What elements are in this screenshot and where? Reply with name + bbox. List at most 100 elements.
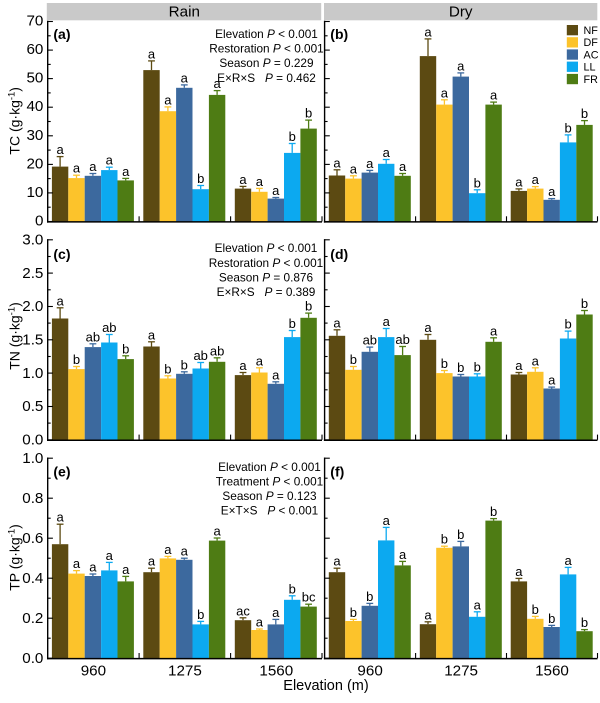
svg-text:a: a bbox=[548, 373, 556, 388]
svg-text:2.5: 2.5 bbox=[22, 265, 43, 282]
svg-text:a: a bbox=[515, 358, 523, 373]
svg-text:b: b bbox=[350, 605, 357, 620]
svg-text:1275: 1275 bbox=[168, 663, 202, 680]
svg-text:bc: bc bbox=[302, 590, 316, 605]
svg-text:b: b bbox=[366, 589, 373, 604]
svg-text:b: b bbox=[474, 175, 481, 190]
svg-text:b: b bbox=[441, 532, 448, 547]
svg-text:10: 10 bbox=[26, 184, 43, 201]
svg-text:a: a bbox=[424, 24, 432, 39]
svg-text:a: a bbox=[383, 513, 391, 528]
svg-text:a: a bbox=[256, 353, 264, 368]
svg-text:b: b bbox=[457, 360, 464, 375]
svg-text:a: a bbox=[239, 172, 247, 187]
svg-text:Season P = 0.229: Season P = 0.229 bbox=[219, 56, 313, 70]
svg-text:a: a bbox=[383, 145, 391, 160]
svg-text:Elevation (m): Elevation (m) bbox=[283, 678, 368, 694]
svg-text:b: b bbox=[305, 299, 312, 314]
svg-text:b: b bbox=[581, 106, 588, 121]
svg-text:0: 0 bbox=[35, 213, 43, 230]
svg-text:60: 60 bbox=[26, 41, 43, 58]
svg-text:a: a bbox=[106, 548, 114, 563]
svg-text:Treatment P < 0.001: Treatment P < 0.001 bbox=[216, 474, 323, 488]
svg-text:b: b bbox=[548, 611, 555, 626]
svg-text:a: a bbox=[122, 164, 130, 179]
svg-text:(c): (c) bbox=[53, 246, 70, 262]
svg-text:1560: 1560 bbox=[259, 663, 293, 680]
svg-text:a: a bbox=[333, 554, 341, 569]
svg-text:a: a bbox=[181, 70, 189, 85]
svg-text:TC (g·kg-1): TC (g·kg-1) bbox=[6, 87, 22, 155]
svg-text:a: a bbox=[56, 142, 64, 157]
svg-text:DF: DF bbox=[584, 37, 599, 49]
svg-text:ab: ab bbox=[210, 343, 224, 358]
svg-text:a: a bbox=[564, 553, 572, 568]
svg-text:a: a bbox=[148, 327, 156, 342]
svg-text:a: a bbox=[490, 323, 498, 338]
svg-text:TP (g·kg-1): TP (g·kg-1) bbox=[6, 524, 22, 591]
svg-text:b: b bbox=[457, 527, 464, 542]
svg-text:b: b bbox=[350, 352, 357, 367]
svg-text:(d): (d) bbox=[330, 246, 348, 262]
svg-text:b: b bbox=[564, 317, 571, 332]
svg-text:a: a bbox=[548, 184, 556, 199]
svg-text:b: b bbox=[197, 171, 204, 186]
svg-text:Restoration P < 0.001: Restoration P < 0.001 bbox=[209, 256, 323, 270]
svg-text:0.0: 0.0 bbox=[22, 650, 43, 667]
svg-text:Rain: Rain bbox=[169, 4, 200, 21]
svg-text:a: a bbox=[213, 76, 221, 91]
svg-text:a: a bbox=[213, 524, 221, 539]
svg-text:b: b bbox=[197, 607, 204, 622]
svg-text:a: a bbox=[350, 161, 358, 176]
svg-text:960: 960 bbox=[357, 663, 382, 680]
svg-text:b: b bbox=[73, 352, 80, 367]
svg-text:a: a bbox=[333, 315, 341, 330]
svg-text:0.8: 0.8 bbox=[22, 490, 43, 507]
svg-text:b: b bbox=[164, 361, 171, 376]
svg-text:a: a bbox=[515, 564, 523, 579]
svg-text:Dry: Dry bbox=[449, 4, 473, 21]
svg-text:ab: ab bbox=[86, 329, 100, 344]
svg-text:TN (g·kg-1): TN (g·kg-1) bbox=[6, 302, 22, 370]
svg-text:a: a bbox=[474, 597, 482, 612]
svg-text:(a): (a) bbox=[53, 26, 70, 42]
svg-text:b: b bbox=[181, 357, 188, 372]
svg-text:a: a bbox=[490, 88, 498, 103]
svg-text:a: a bbox=[515, 174, 523, 189]
svg-text:a: a bbox=[272, 367, 280, 382]
svg-text:a: a bbox=[272, 605, 280, 620]
svg-text:(e): (e) bbox=[53, 463, 70, 479]
svg-text:b: b bbox=[474, 359, 481, 374]
svg-text:0.6: 0.6 bbox=[22, 530, 43, 547]
svg-text:a: a bbox=[366, 156, 374, 171]
svg-text:Elevation P < 0.001: Elevation P < 0.001 bbox=[218, 460, 321, 474]
svg-text:3.0: 3.0 bbox=[22, 232, 43, 249]
svg-text:a: a bbox=[73, 556, 81, 571]
svg-text:40: 40 bbox=[26, 98, 43, 115]
svg-text:a: a bbox=[256, 615, 264, 630]
svg-text:a: a bbox=[457, 58, 465, 73]
svg-text:FR: FR bbox=[584, 74, 599, 86]
svg-text:2.0: 2.0 bbox=[22, 298, 43, 315]
svg-text:a: a bbox=[56, 293, 64, 308]
svg-text:a: a bbox=[89, 159, 97, 174]
svg-text:E×R×S P = 0.462: E×R×S P = 0.462 bbox=[217, 71, 316, 85]
svg-text:30: 30 bbox=[26, 127, 43, 144]
svg-text:a: a bbox=[239, 358, 247, 373]
svg-text:a: a bbox=[424, 607, 432, 622]
svg-text:ac: ac bbox=[236, 603, 250, 618]
svg-text:a: a bbox=[272, 183, 280, 198]
svg-text:ab: ab bbox=[363, 333, 377, 348]
svg-text:0.5: 0.5 bbox=[22, 398, 43, 415]
svg-text:b: b bbox=[581, 615, 588, 630]
svg-text:a: a bbox=[181, 544, 189, 559]
svg-text:a: a bbox=[56, 510, 64, 525]
svg-text:a: a bbox=[73, 161, 81, 176]
svg-text:b: b bbox=[532, 602, 539, 617]
svg-text:0.2: 0.2 bbox=[22, 610, 43, 627]
svg-text:b: b bbox=[305, 106, 312, 121]
svg-text:0.4: 0.4 bbox=[22, 570, 43, 587]
svg-text:Restoration P < 0.001: Restoration P < 0.001 bbox=[209, 42, 323, 56]
svg-text:ab: ab bbox=[395, 332, 409, 347]
svg-text:a: a bbox=[424, 320, 432, 335]
